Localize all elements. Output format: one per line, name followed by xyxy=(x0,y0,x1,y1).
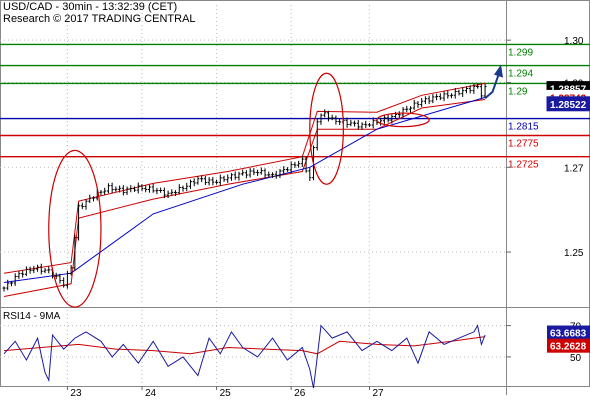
chart-subtitle: Research © 2017 TRADING CENTRAL xyxy=(3,13,196,25)
level-label-resistance: 1.299 xyxy=(508,47,533,58)
rsi-value-tag-bg xyxy=(547,338,590,353)
rsi-panel-frame xyxy=(0,307,590,387)
rsi-value-tag-label: 63.6683 xyxy=(550,329,587,340)
annotation-layer xyxy=(48,64,503,308)
annotation-circle xyxy=(48,149,102,308)
main-panel-frame xyxy=(0,0,590,308)
price-tag-bg xyxy=(546,96,590,112)
x-tick-label: 27 xyxy=(372,388,384,399)
bollinger-lower-band xyxy=(3,99,486,297)
y-tick-label: 1.25 xyxy=(564,248,584,259)
price-layer xyxy=(2,82,487,297)
annotation-circle xyxy=(376,112,430,128)
price-tag-layer: 1.288571.287431.28522 xyxy=(546,81,590,112)
annotation-circle xyxy=(309,72,344,185)
moving-average-line xyxy=(3,96,486,283)
level-label-resistance: 1.29 xyxy=(508,86,528,97)
rsi-y-tick-label: 50 xyxy=(570,353,582,364)
x-tick-label: 23 xyxy=(70,388,82,399)
level-label-pivot: 1.2815 xyxy=(508,122,539,133)
rsi-value-tag-bg xyxy=(547,325,590,340)
x-tick-label: 24 xyxy=(145,388,157,399)
chart-title: USD/CAD - 30min - 13:32:39 (CET) xyxy=(3,1,178,13)
projection-arrow xyxy=(484,70,501,99)
rsi-title: RSI14 - 9MA xyxy=(3,311,61,322)
x-tick-label: 26 xyxy=(294,388,306,399)
arrow-head-icon xyxy=(494,64,503,78)
level-label-resistance: 1.294 xyxy=(508,69,533,80)
rsi-value-tag-label: 63.2628 xyxy=(550,342,587,353)
level-label-support: 1.2775 xyxy=(508,139,539,150)
y-tick-label: 1.30 xyxy=(564,36,584,47)
x-tick-label: 25 xyxy=(220,388,232,399)
rsi-ma-line xyxy=(3,336,486,355)
level-label-support: 1.2725 xyxy=(508,160,539,171)
bollinger-upper-band xyxy=(3,82,486,274)
y-tick-label: 1.27 xyxy=(564,163,584,174)
levels-layer: 1.299 1.294 1.29 1.2815 1.2775 1.2725 xyxy=(0,43,590,171)
rsi-line xyxy=(3,324,486,389)
price-tag-label: 1.28522 xyxy=(550,100,587,111)
